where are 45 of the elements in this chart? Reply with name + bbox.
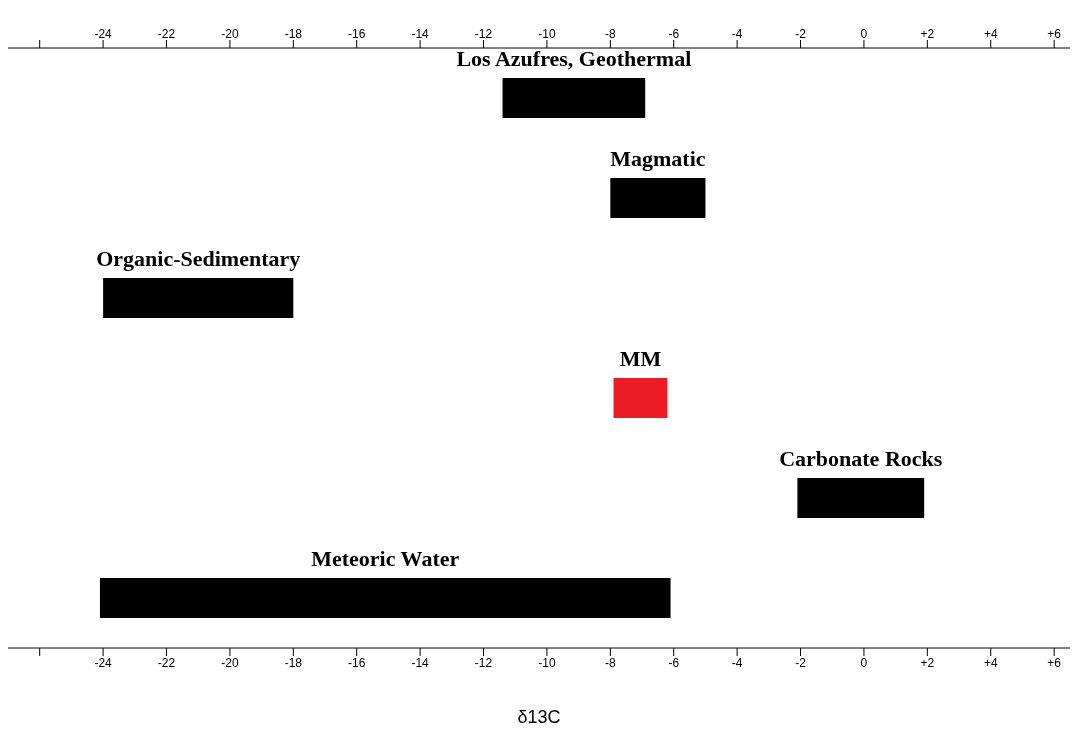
x2-tick-label: -6 (668, 655, 680, 670)
y-tick-label: Carbonate Rocks (779, 446, 943, 471)
bar (797, 478, 925, 518)
x-tick-label: -16 (348, 27, 366, 41)
x2-tick-label: -2 (795, 655, 807, 670)
y-tick-label: MM (619, 346, 662, 371)
x-axis-title: δ13C (517, 707, 561, 727)
x2-tick-label: -16 (348, 655, 366, 670)
x2-tick-label: +6 (1047, 655, 1062, 670)
x-tick-label: -24 (94, 27, 113, 41)
x-tick-label: -18 (284, 27, 303, 41)
x-tick-label: -20 (221, 27, 239, 41)
x2-tick-label: +2 (920, 655, 935, 670)
x-tick-label: +6 (1047, 27, 1062, 41)
bar (502, 78, 646, 118)
x2-tick-label: -20 (221, 655, 239, 670)
x2-tick-label: -8 (604, 655, 616, 670)
x-tick-label: -12 (474, 27, 493, 41)
x-tick-label: -14 (411, 27, 430, 41)
bar (613, 378, 668, 418)
bar (99, 578, 671, 618)
x2-tick-label: 0 (860, 655, 868, 670)
x-tick-label: +2 (920, 27, 935, 41)
bar (103, 278, 294, 318)
x-tick-label: -2 (795, 27, 807, 41)
x2-tick-label: -14 (411, 655, 430, 670)
y-tick-label: Los Azufres, Geothermal (456, 46, 692, 71)
x2-tick-label: +4 (983, 655, 998, 670)
x2-tick-label: -18 (284, 655, 303, 670)
x-tick-label: 0 (860, 27, 868, 41)
x2-tick-label: -4 (731, 655, 743, 670)
x2-tick-label: -24 (94, 655, 113, 670)
x-tick-label: -22 (157, 27, 176, 41)
x-tick-label: -10 (538, 27, 556, 41)
x-tick-label: +4 (983, 27, 998, 41)
y-tick-label: Meteoric Water (311, 546, 460, 571)
x-tick-label: -4 (731, 27, 743, 41)
x2-tick-label: -12 (474, 655, 493, 670)
bar (610, 178, 706, 218)
x-tick-label: -6 (668, 27, 680, 41)
x2-tick-label: -22 (157, 655, 176, 670)
y-tick-label: Magmatic (610, 146, 706, 171)
x-tick-label: -8 (604, 27, 616, 41)
x2-tick-label: -10 (538, 655, 556, 670)
y-tick-label: Organic-Sedimentary (96, 246, 301, 271)
